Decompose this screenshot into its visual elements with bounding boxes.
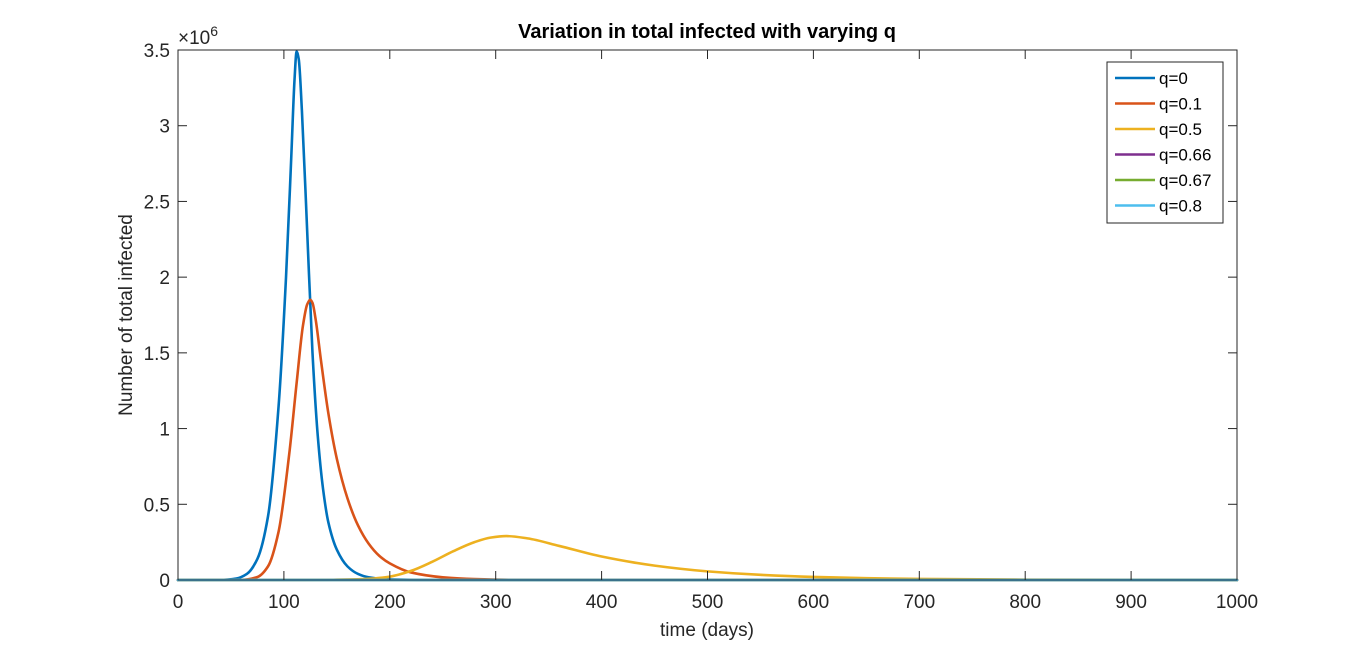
legend-label-6: q=0.8 bbox=[1159, 197, 1202, 216]
x-tick-label: 0 bbox=[173, 592, 184, 613]
x-tick-label: 1000 bbox=[1216, 592, 1258, 613]
y-tick-label: 3 bbox=[159, 117, 170, 138]
x-tick-label: 900 bbox=[1115, 592, 1147, 613]
y-tick-label: 1.5 bbox=[144, 344, 170, 365]
y-tick-label: 1 bbox=[159, 420, 170, 441]
y-tick-label: 2 bbox=[159, 268, 170, 289]
x-tick-label: 100 bbox=[268, 592, 300, 613]
series-line-2 bbox=[176, 298, 1239, 582]
y-tick-label: 3.5 bbox=[144, 41, 170, 62]
legend-label-4: q=0.66 bbox=[1159, 146, 1211, 165]
x-tick-label: 700 bbox=[903, 592, 935, 613]
y-tick-label: 0 bbox=[159, 571, 170, 592]
y-tick-label: 2.5 bbox=[144, 192, 170, 213]
x-axis-label: time (days) bbox=[660, 620, 754, 641]
x-tick-label: 600 bbox=[798, 592, 830, 613]
legend-label-3: q=0.5 bbox=[1159, 120, 1202, 139]
y-exponent-base: ×10 bbox=[178, 28, 210, 49]
axes-layer: 0 100 200 300 400 500 600 700 800 900 1000 0 0.5 1 1.5… bbox=[144, 41, 1259, 613]
x-tick-label: 200 bbox=[374, 592, 406, 613]
legend-label-1: q=0 bbox=[1159, 69, 1188, 88]
legend-box bbox=[1106, 61, 1224, 224]
y-exponent-power: 6 bbox=[210, 23, 218, 39]
y-tick-label: 0.5 bbox=[144, 495, 170, 516]
legend-label-2: q=0.1 bbox=[1159, 95, 1202, 114]
x-tick-label: 300 bbox=[480, 592, 512, 613]
plot-area bbox=[178, 50, 1237, 580]
y-exponent-label: ×106 bbox=[178, 23, 218, 49]
legend: q=0 q=0.1 q=0.5 q=0.66 q=0.67 q=0.8 bbox=[1106, 61, 1224, 224]
chart-title: Variation in total infected with varying… bbox=[518, 21, 896, 43]
x-tick-label: 500 bbox=[692, 592, 724, 613]
y-axis-label: Number of total infected bbox=[116, 214, 137, 416]
x-tick-label: 800 bbox=[1009, 592, 1041, 613]
x-tick-label: 400 bbox=[586, 592, 618, 613]
legend-label-5: q=0.67 bbox=[1159, 171, 1211, 190]
